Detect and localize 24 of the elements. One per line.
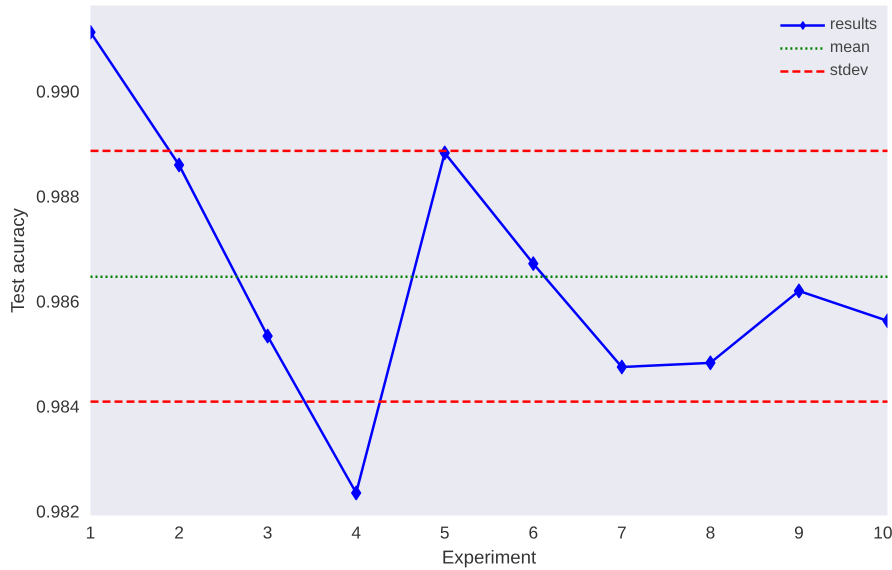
point — [262, 328, 273, 344]
y-tick-label: 0.990 — [36, 82, 80, 102]
y-tick-label: 0.982 — [36, 501, 80, 522]
y-axis-title: Test acuracy — [7, 207, 28, 313]
x-tick-label: 6 — [528, 522, 538, 542]
x-tick-label: 5 — [440, 522, 450, 542]
legend-label: stdev — [830, 62, 868, 80]
point — [705, 355, 716, 370]
point — [174, 158, 184, 173]
x-tick-label: 3 — [262, 522, 272, 542]
point — [794, 283, 804, 298]
y-tick-label: 0.988 — [36, 186, 80, 206]
x-tick-label: 7 — [617, 522, 627, 542]
y-tick-label: 0.986 — [36, 291, 80, 312]
x-tick-label: 2 — [174, 522, 184, 542]
x-tick-label: 9 — [794, 522, 804, 542]
x-tick-label: 8 — [706, 522, 716, 542]
x-tick-label: 1 — [86, 522, 96, 542]
x-tick-label: 4 — [351, 522, 362, 542]
x-tick-label: 10 — [873, 522, 892, 542]
legend-label: mean — [830, 39, 870, 57]
x-axis-title: Experiment — [442, 546, 537, 568]
legend-label: results — [830, 16, 877, 34]
y-tick-label: 0.984 — [36, 396, 80, 416]
